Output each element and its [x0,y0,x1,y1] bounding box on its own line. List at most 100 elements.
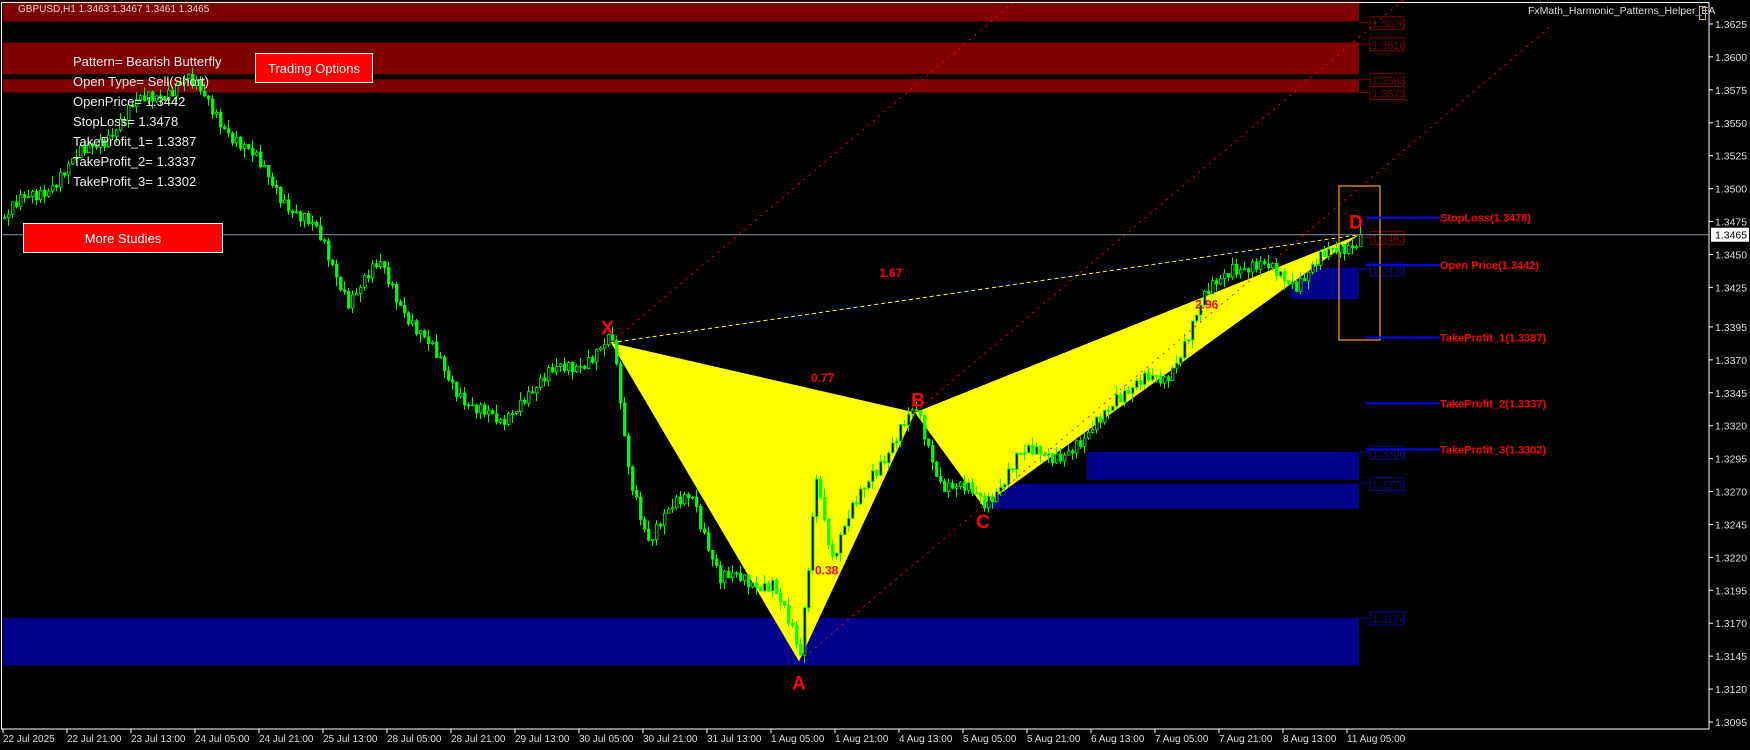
candle-body [1243,268,1247,271]
candle-body [63,172,67,176]
candle-body [791,622,795,626]
candle-body [731,572,735,579]
zone-label: 1.3573 [1372,88,1406,100]
zone-label-box [1369,85,1405,100]
candle-body [843,525,847,535]
candle-body [151,91,155,102]
zone-label-box [1369,445,1405,460]
candle-body [935,461,939,477]
candle-body [1339,244,1343,253]
y-tick-label: 1.3525 [1715,151,1747,163]
candle-body [1155,375,1159,377]
candle-body [751,582,755,588]
candle-body [987,496,991,509]
candle-body [767,583,771,592]
d-completion-box [1338,185,1381,341]
candle-body [447,370,451,381]
candle-body [271,176,275,186]
candle-body [1287,280,1291,285]
candle-body [23,194,27,199]
x-tick-label: 30 Jul 21:00 [643,734,698,745]
zone-label: 1.3276 [1372,480,1406,492]
candle-body [631,466,635,491]
candle-body [515,411,519,414]
y-tick-label: 1.3550 [1715,118,1747,130]
ratio-label: 0.38 [815,564,839,578]
candle-body [1199,304,1203,316]
candle-body [699,506,703,530]
candle-body [479,404,483,414]
candle-body [467,404,471,407]
candle-body [371,263,375,279]
candle-body [527,391,531,404]
candle-body [679,496,683,505]
candle-body [179,82,183,85]
x-tick-label: 1 Aug 21:00 [835,734,889,745]
candle-body [1023,452,1027,455]
candle-body [639,496,643,520]
candle-body [1159,375,1163,384]
candle-body [343,289,347,292]
candle-body [207,95,211,100]
candle-body [311,222,315,225]
info-pattern: Pattern= Bearish Butterfly [73,54,222,69]
candle-body [1015,452,1019,470]
candle-body [903,423,907,427]
zone-label: 1.3300 [1372,448,1406,460]
candle-body [1355,246,1359,249]
candle-body [1055,453,1059,464]
candle-body [887,452,891,464]
chart-frame [1,2,1710,730]
candle-body [107,134,111,148]
candle-body [1147,372,1151,381]
candle-body [475,404,479,414]
candle-body [435,341,439,358]
candle-body [795,624,799,645]
zone-label: 1.3439 [1372,265,1406,277]
trade-level-label: TakeProfit_2(1.3337) [1440,398,1547,410]
candle-body [127,104,131,122]
candle-body [1171,367,1175,381]
candle-body [799,643,803,656]
candle-body [1359,234,1363,248]
candle-body [115,129,119,137]
y-tick-label: 1.3345 [1715,388,1747,400]
candle-body [491,410,495,415]
candle-body [1319,251,1323,266]
info-takeprofit-2: TakeProfit_2= 1.3337 [73,154,197,169]
x-tick-label: 8 Aug 13:00 [1283,734,1337,745]
y-tick-label: 1.3370 [1715,355,1747,367]
candle-body [743,574,747,582]
candle-body [1151,375,1155,381]
candle-body [431,341,435,345]
candle-body [675,496,679,509]
y-tick-label: 1.3145 [1715,651,1747,663]
candle-body [243,143,247,149]
trade-level-label: TakeProfit_3(1.3302) [1440,444,1547,456]
ea-bracket-icon[interactable] [1699,6,1706,20]
pattern-point-x: X [601,319,614,340]
candle-body [583,366,587,369]
candle-body [1327,248,1331,257]
candle-body [139,95,143,101]
trading-options-button[interactable]: Trading Options [255,53,373,83]
candle-body [899,423,903,442]
candle-body [1315,263,1319,266]
candle-body [191,73,195,86]
pattern-point-c: C [976,512,990,533]
candle-body [1043,454,1047,456]
candle-body [375,263,379,268]
candle-body [199,79,203,92]
candle-body [951,482,955,489]
candle-body [659,523,663,527]
ratio-label: 2.96 [1195,297,1219,311]
candle-body [11,201,15,215]
more-studies-button[interactable]: More Studies [23,223,223,253]
candle-body [651,539,655,542]
candle-body [927,438,931,446]
candle-body [875,470,879,476]
candle-body [331,259,335,265]
candle-body [1031,445,1035,455]
